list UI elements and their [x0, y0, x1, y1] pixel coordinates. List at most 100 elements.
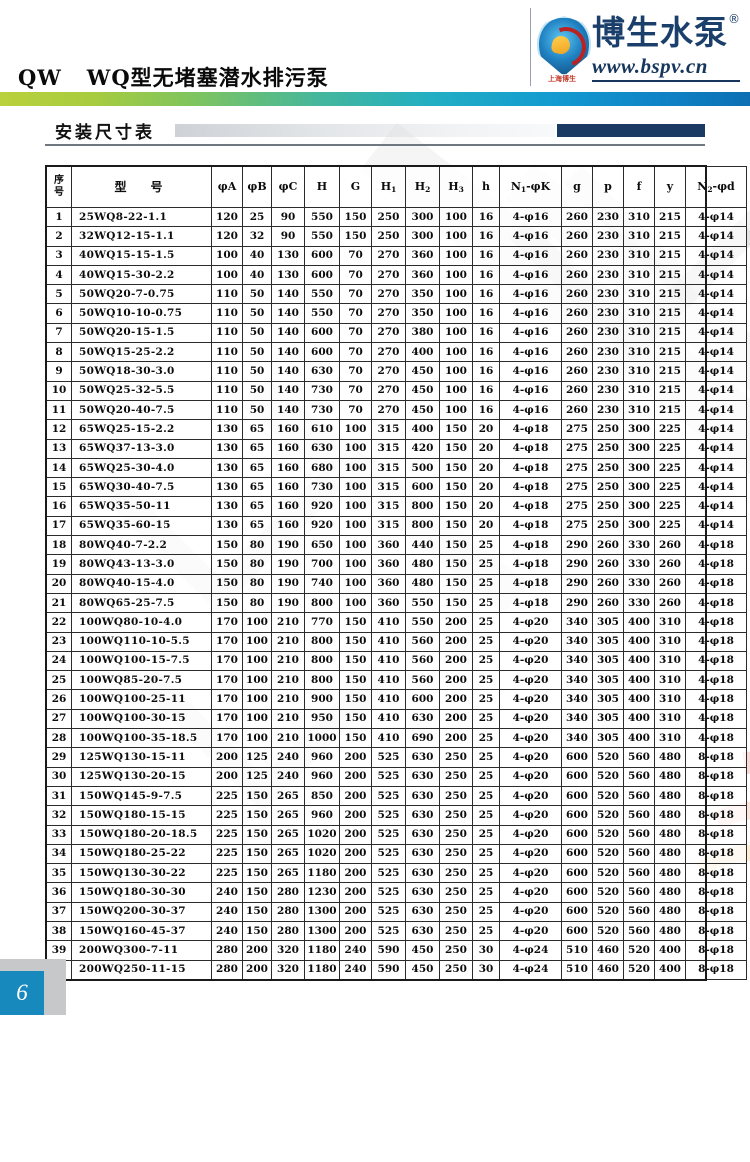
cell-H2: 450	[405, 380, 440, 401]
cell-phiC: 190	[271, 554, 305, 575]
cell-model: 80WQ65-25-7.5	[71, 592, 212, 614]
cell-y: 215	[654, 342, 686, 363]
cell-h: 25	[472, 573, 500, 594]
cell-H: 800	[304, 670, 340, 691]
cell-g: 600	[561, 920, 593, 942]
cell-g: 600	[561, 824, 593, 845]
cell-H1: 410	[371, 612, 406, 633]
cell-H2: 600	[405, 689, 440, 710]
page-title: QW WQ型无堵塞潜水排污泵	[18, 65, 329, 90]
cell-f: 300	[623, 438, 655, 459]
cell-f: 560	[623, 766, 655, 787]
cell-phiB: 100	[242, 650, 272, 672]
cell-phiB: 150	[242, 863, 272, 884]
cell-N2d: 8-φ18	[685, 747, 747, 768]
cell-seq: 16	[46, 496, 72, 517]
cell-f: 560	[623, 843, 655, 865]
cell-N1K: 4-φ18	[499, 554, 562, 575]
cell-N1K: 4-φ20	[499, 824, 562, 845]
cell-g: 290	[561, 592, 593, 614]
logo-divider	[530, 8, 531, 86]
cell-y: 225	[654, 477, 686, 498]
cell-G: 100	[339, 457, 372, 479]
cell-seq: 11	[46, 399, 72, 421]
cell-model: 150WQ180-30-30	[71, 882, 212, 903]
cell-H2: 550	[405, 612, 440, 633]
cell-G: 200	[339, 863, 372, 884]
cell-p: 260	[592, 535, 624, 556]
cell-g: 260	[561, 245, 593, 266]
cell-y: 215	[654, 399, 686, 421]
cell-H1: 270	[371, 284, 406, 305]
cell-phiC: 265	[271, 863, 305, 884]
table-row: 39 200WQ300-7-11 280 200 320 1180 240 590 450 250…	[46, 940, 747, 961]
brand-underline	[592, 80, 740, 82]
cell-N1K: 4-φ16	[499, 245, 562, 266]
table-row: 28 100WQ100-35-18.5 170 100 210 1000 150 410 690…	[46, 728, 747, 749]
cell-H2: 380	[405, 322, 440, 344]
cell-seq: 17	[46, 515, 72, 537]
cell-phiC: 140	[271, 380, 305, 401]
cell-y: 225	[654, 496, 686, 517]
column-header-p: p	[592, 166, 624, 208]
cell-y: 260	[654, 592, 686, 614]
cell-phiB: 50	[242, 361, 272, 382]
cell-G: 150	[339, 670, 372, 691]
cell-seq: 9	[46, 361, 72, 382]
cell-H: 1300	[304, 920, 340, 942]
table-row: 29 125WQ130-15-11 200 125 240 960 200 525 630 250…	[46, 747, 747, 768]
cell-phiC: 240	[271, 747, 305, 768]
cell-H2: 400	[405, 419, 440, 440]
cell-g: 600	[561, 843, 593, 865]
cell-y: 310	[654, 650, 686, 672]
table-row: 16 65WQ35-50-11 130 65 160 920 100 315 800 150 20 4…	[46, 496, 747, 517]
registered-mark-icon: ®	[728, 12, 740, 26]
cell-H3: 200	[439, 708, 473, 730]
cell-N2d: 4-φ14	[685, 457, 747, 479]
cell-h: 16	[472, 322, 500, 344]
table-row: 3 40WQ15-15-1.5 100 40 130 600 70 270 360 100 16 4-…	[46, 245, 747, 266]
cell-N1K: 4-φ16	[499, 361, 562, 382]
cell-phiC: 320	[271, 959, 305, 980]
cell-H2: 560	[405, 631, 440, 652]
cell-phiA: 225	[211, 805, 243, 826]
cell-H: 730	[304, 399, 340, 421]
cell-phiA: 200	[211, 747, 243, 768]
cell-N1K: 4-φ20	[499, 708, 562, 730]
cell-phiA: 225	[211, 824, 243, 845]
cell-seq: 26	[46, 689, 72, 710]
cell-N2d: 4-φ18	[685, 612, 747, 633]
cell-seq: 2	[46, 226, 72, 247]
section-heading: 安装尺寸表	[45, 118, 707, 150]
cell-H: 550	[304, 206, 340, 228]
cell-model: 50WQ20-7-0.75	[71, 284, 212, 305]
cell-N1K: 4-φ20	[499, 728, 562, 749]
cell-H1: 525	[371, 882, 406, 903]
cell-phiB: 50	[242, 303, 272, 324]
cell-H3: 200	[439, 631, 473, 652]
cell-N2d: 4-φ14	[685, 361, 747, 382]
cell-N2d: 4-φ14	[685, 206, 747, 228]
cell-phiC: 280	[271, 901, 305, 922]
cell-N2d: 4-φ18	[685, 592, 747, 614]
cell-f: 300	[623, 496, 655, 517]
cell-y: 225	[654, 438, 686, 459]
cell-phiB: 50	[242, 342, 272, 363]
cell-N2d: 8-φ18	[685, 959, 747, 980]
table-row: 21 80WQ65-25-7.5 150 80 190 800 100 360 550 150 25…	[46, 592, 747, 614]
column-header-H: H	[304, 166, 340, 208]
column-header-y: y	[654, 166, 686, 208]
cell-phiA: 280	[211, 959, 243, 980]
cell-G: 100	[339, 535, 372, 556]
table-row: 12 65WQ25-15-2.2 130 65 160 610 100 315 400 150 20…	[46, 419, 747, 440]
cell-seq: 21	[46, 592, 72, 614]
table-row: 31 150WQ145-9-7.5 225 150 265 850 200 525 630 250…	[46, 785, 747, 807]
cell-N1K: 4-φ16	[499, 284, 562, 305]
cell-phiA: 100	[211, 264, 243, 286]
cell-H3: 250	[439, 959, 473, 980]
table-row: 36 150WQ180-30-30 240 150 280 1230 200 525 630 25…	[46, 882, 747, 903]
cell-phiB: 40	[242, 245, 272, 266]
table-row: 2 32WQ12-15-1.1 120 32 90 550 150 250 300 100 16 4-…	[46, 226, 747, 247]
cell-H: 730	[304, 380, 340, 401]
cell-phiA: 110	[211, 399, 243, 421]
